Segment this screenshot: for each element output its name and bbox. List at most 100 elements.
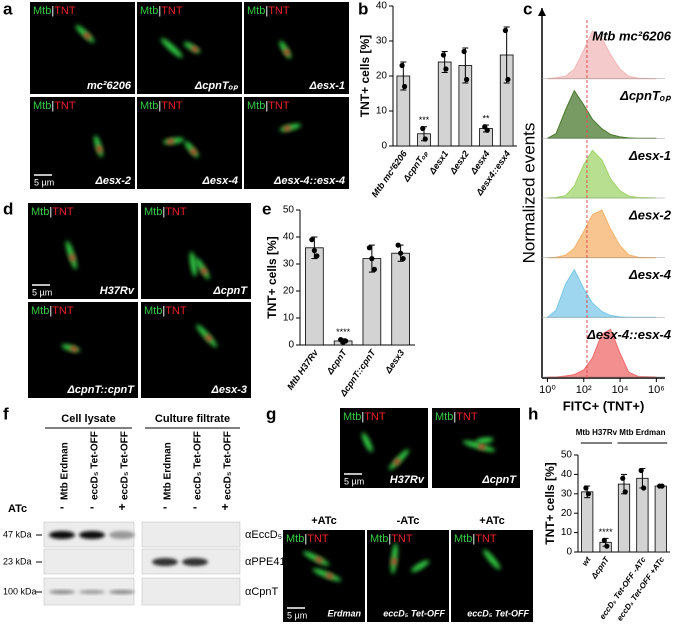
bacterium: [160, 38, 183, 58]
tnt-signal: [205, 334, 212, 342]
micrograph: [451, 530, 533, 622]
y-tick-label: 30: [376, 36, 388, 47]
density-curve: [547, 209, 657, 259]
y-tick-label: 40: [283, 232, 295, 243]
series-label: ΔcpnTₒₚ: [619, 88, 671, 103]
channel-name: TNT: [165, 206, 187, 218]
data-point: [463, 76, 470, 83]
channel-label: Mtb|TNT: [435, 411, 478, 423]
blot-band: [49, 531, 75, 539]
lane-label: Mtb Erdman: [60, 442, 71, 500]
channel-name: |: [49, 305, 52, 317]
bar: [581, 491, 594, 553]
lane-label: eccD₅ Tet-OFF: [120, 431, 131, 500]
strain-label: eccD₅ Tet-OFF: [383, 608, 445, 618]
data-point: [659, 483, 665, 489]
group-label: Mtb Erdman: [619, 428, 665, 437]
tnt-signal: [166, 138, 175, 144]
bacterium: [361, 432, 373, 453]
channel-name: TNT: [391, 533, 413, 545]
channel-name: Mtb: [144, 305, 162, 317]
data-point: [502, 27, 509, 34]
lane-label: eccD₅ Tet-OFF: [223, 431, 234, 500]
kda-marker: 23 kDa: [3, 556, 32, 566]
micrograph: [28, 302, 138, 398]
tnt-signal: [315, 556, 323, 563]
channel-name: TNT: [165, 305, 187, 317]
micrograph: [141, 203, 251, 299]
blot-strip: [43, 548, 135, 575]
y-tick-label: 20: [376, 71, 388, 82]
panel-label: a: [3, 0, 13, 18]
channel-name: Mtb: [454, 533, 472, 545]
scale-bar-label: 5 µm: [32, 287, 52, 297]
channel-label: Mtb|TNT: [286, 533, 329, 545]
data-point: [443, 66, 449, 72]
blot-band: [49, 590, 75, 594]
strain-label: H37Rv: [390, 474, 425, 486]
strain-label: H37Rv: [100, 285, 135, 297]
y-tick-label: 0: [288, 340, 294, 351]
channel-label: Mtb|TNT: [144, 206, 187, 218]
y-tick-label: 10: [561, 527, 573, 538]
channel-name: |: [388, 533, 391, 545]
x-axis-label: FITC+ (TNT+): [563, 398, 645, 413]
series-label: Δesx-4: [628, 267, 672, 282]
tnt-signal: [190, 148, 197, 156]
bacterium: [411, 560, 430, 572]
panel-label: c: [523, 0, 532, 18]
channel-name: |: [51, 100, 54, 112]
micrograph: [30, 2, 135, 94]
treatment-sign: -: [163, 500, 167, 514]
channel-name: TNT: [52, 305, 74, 317]
y-tick-label: 30: [283, 259, 295, 270]
x-tick-label: 10⁶: [648, 384, 665, 396]
condition-label: -ATc: [397, 515, 420, 527]
tnt-signal: [83, 32, 91, 40]
strain-label: ΔcpnT::cpnT: [67, 384, 136, 396]
x-tick-label: Δesx1: [427, 149, 451, 177]
y-axis-label: TNT+ cells [%]: [265, 236, 279, 318]
channel-name: TNT: [268, 5, 290, 17]
strain-label: ΔcpnT: [481, 474, 517, 486]
channel-name: Mtb: [33, 5, 51, 17]
tnt-signal: [190, 46, 199, 53]
bar: [654, 485, 667, 553]
blot-band: [79, 531, 105, 539]
bacterium: [475, 437, 494, 444]
data-point: [395, 242, 401, 248]
bar: [437, 61, 452, 147]
channel-name: Mtb: [286, 533, 304, 545]
strain-label: ΔcpnTₒₚ: [194, 80, 238, 92]
channel-name: |: [158, 5, 161, 17]
micrograph: [244, 2, 349, 94]
channel-name: Mtb: [31, 305, 49, 317]
significance: **: [482, 113, 490, 123]
x-tick-label: 10²: [576, 384, 592, 396]
y-tick-label: 10: [376, 106, 388, 117]
tnt-signal: [393, 458, 401, 466]
blot-band: [182, 558, 208, 566]
blot-strip: [141, 577, 241, 606]
channel-name: TNT: [54, 5, 76, 17]
channel-name: |: [49, 206, 52, 218]
tnt-signal: [391, 557, 397, 566]
channel-label: Mtb|TNT: [247, 5, 290, 17]
panel-label: h: [528, 404, 538, 423]
micrograph: [141, 302, 251, 398]
micrograph: [28, 203, 138, 299]
panel-label: e: [262, 199, 271, 218]
bacterium: [483, 549, 501, 570]
series-label: Δesx-1: [628, 148, 671, 163]
treatment-sign: +: [221, 500, 228, 514]
channel-label: Mtb|TNT: [140, 5, 183, 17]
tnt-signal: [69, 346, 78, 352]
blot-strip: [141, 521, 241, 548]
significance: ***: [419, 115, 430, 125]
x-tick-label: Mtb H37Rv: [285, 347, 320, 392]
antibody-label: αEccD₅: [245, 529, 282, 541]
treatment-sign: -: [60, 500, 64, 514]
channel-label: Mtb|TNT: [31, 305, 74, 317]
treatment-sign: +: [118, 500, 125, 514]
